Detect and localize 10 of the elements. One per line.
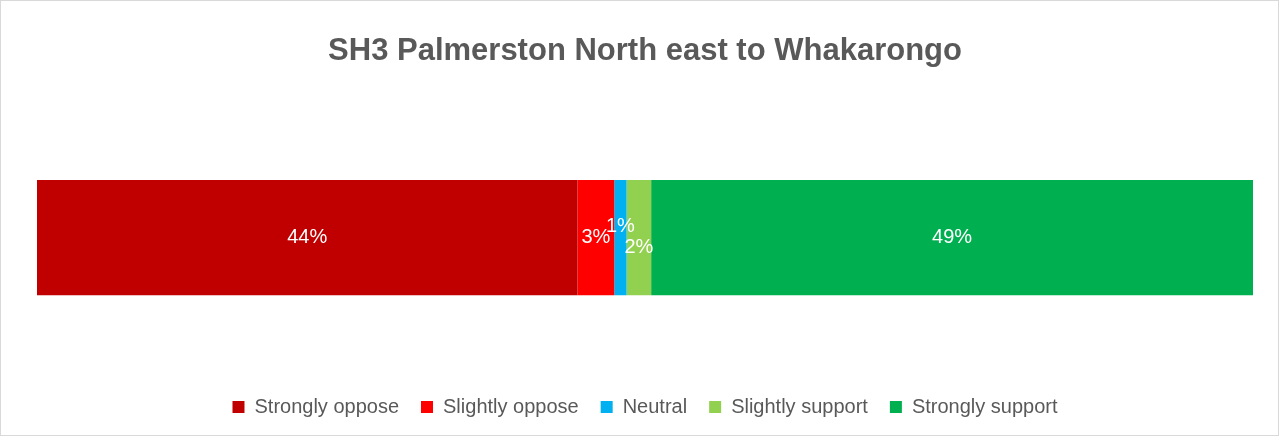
legend-label: Strongly oppose [254,394,400,417]
data-label: 44% [287,225,328,248]
data-label: 49% [932,225,973,248]
bar [37,179,578,296]
bar [651,179,1253,296]
legend-label: Strongly support [911,394,1058,417]
legend-label: Neutral [622,394,688,417]
legend-label: Slightly oppose [443,394,579,417]
legend-label: Slightly support [731,394,869,417]
chart-title: SH3 Palmerston North east to Whakarongo [328,32,962,68]
